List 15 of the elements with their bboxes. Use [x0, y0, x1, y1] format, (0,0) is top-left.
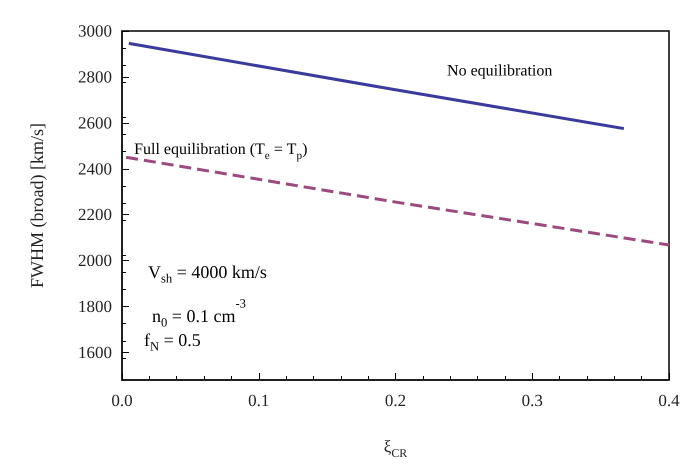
x-tick-label: 0.3: [522, 391, 543, 410]
y-tick-label: 3000: [78, 22, 112, 40]
y-tick-label: 2800: [78, 67, 112, 86]
y-tick-label: 2600: [78, 113, 112, 132]
x-tick-label: 0.0: [111, 391, 133, 410]
y-tick-label: 2400: [78, 159, 112, 178]
x-tick-label: 0.1: [248, 391, 270, 410]
series-label: No equilibration: [447, 62, 552, 80]
x-tick-label: 0.4: [658, 391, 680, 410]
y-tick-label: 1800: [78, 297, 112, 316]
y-axis-title: FWHM (broad) [km/s]: [27, 123, 47, 288]
y-tick-label: 2200: [78, 205, 112, 224]
y-tick-label: 2000: [78, 251, 112, 270]
y-tick-label: 1600: [78, 342, 112, 362]
x-tick-label: 0.2: [384, 391, 406, 410]
